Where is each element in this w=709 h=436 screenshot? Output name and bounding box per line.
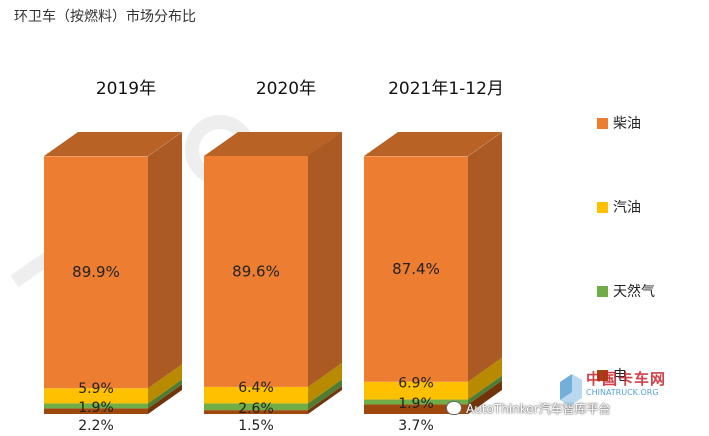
- bar-segment: [44, 403, 148, 409]
- legend-swatch: [597, 370, 608, 381]
- bar-segment-side: [148, 384, 182, 414]
- bar-segment-side: [468, 375, 502, 405]
- bars-layer: [44, 131, 502, 414]
- wechat-watermark: AutoThinker汽车智库平台: [446, 400, 611, 417]
- bar-stack-1: [44, 132, 182, 414]
- data-label-gasoline: 6.9%: [398, 376, 434, 392]
- bar-segment-side: [308, 386, 342, 414]
- labels-layer: 2019年 89.9% 5.9% 1.9% 2.2% 2020年 89.6% 6.4% 2.6%…: [72, 79, 504, 434]
- bar-segment: [44, 156, 148, 389]
- brand-name-en: CHINATRUCK.ORG: [586, 388, 659, 397]
- bar-segment: [364, 156, 468, 382]
- data-label-electric: 3.7%: [398, 418, 434, 434]
- bar-segment-side: [148, 132, 182, 389]
- category-label: 2021年1-12月: [388, 79, 504, 99]
- bar-segment: [364, 404, 468, 414]
- data-label-gasoline: 5.9%: [78, 381, 114, 397]
- bar-segment-side: [308, 362, 342, 404]
- bar-segment-side: [468, 380, 502, 414]
- bar-segment: [204, 386, 308, 404]
- bar-segment-side: [308, 379, 342, 411]
- bar-segment-side: [308, 131, 342, 387]
- bar-segment-side: [148, 364, 182, 404]
- data-label-diesel: 89.6%: [232, 262, 280, 280]
- legend-label: 电: [613, 368, 627, 384]
- bar-segment: [204, 410, 308, 414]
- bar-top-face: [44, 132, 182, 156]
- category-label: 2020年: [256, 79, 316, 99]
- brand-watermark: 中国卡车网 CHINATRUCK.ORG: [556, 368, 684, 412]
- category-label: 2019年: [96, 79, 156, 99]
- bar-segment-side: [468, 132, 502, 382]
- data-label-electric: 2.2%: [78, 418, 114, 434]
- bar-stack-2: [204, 131, 342, 414]
- bar-segment-side: [148, 379, 182, 409]
- data-label-natural-gas: 1.9%: [398, 396, 434, 412]
- wechat-account-text: AutoThinker汽车智库平台: [466, 402, 611, 416]
- data-label-natural-gas: 1.9%: [78, 400, 114, 416]
- legend-swatch: [597, 286, 608, 297]
- data-label-diesel: 89.9%: [72, 263, 120, 281]
- bar-segment: [204, 403, 308, 411]
- bar-segment-side: [468, 357, 502, 400]
- bar-segment: [364, 399, 468, 405]
- legend-swatch: [597, 202, 608, 213]
- legend-label: 天然气: [613, 283, 655, 300]
- bar-top-face: [204, 132, 342, 156]
- data-label-natural-gas: 2.6%: [238, 401, 274, 417]
- brand-name-cn: 中国卡车网: [586, 370, 667, 388]
- legend-label: 柴油: [613, 116, 641, 132]
- bar-segment: [204, 155, 308, 387]
- bar-segment: [44, 388, 148, 404]
- bar-segment: [44, 408, 148, 414]
- legend-label: 汽油: [613, 200, 641, 216]
- data-label-electric: 1.5%: [238, 418, 274, 434]
- bar-segment: [364, 381, 468, 400]
- bar-top-face: [364, 132, 502, 156]
- data-label-gasoline: 6.4%: [238, 380, 274, 396]
- page-title: 环卫车（按燃料）市场分布比: [14, 9, 196, 25]
- legend-swatch: [597, 118, 608, 129]
- bar-stack-3: [364, 132, 502, 414]
- wechat-icon: [446, 401, 462, 415]
- truck-logo-icon: [560, 374, 582, 406]
- data-label-diesel: 87.4%: [392, 260, 440, 278]
